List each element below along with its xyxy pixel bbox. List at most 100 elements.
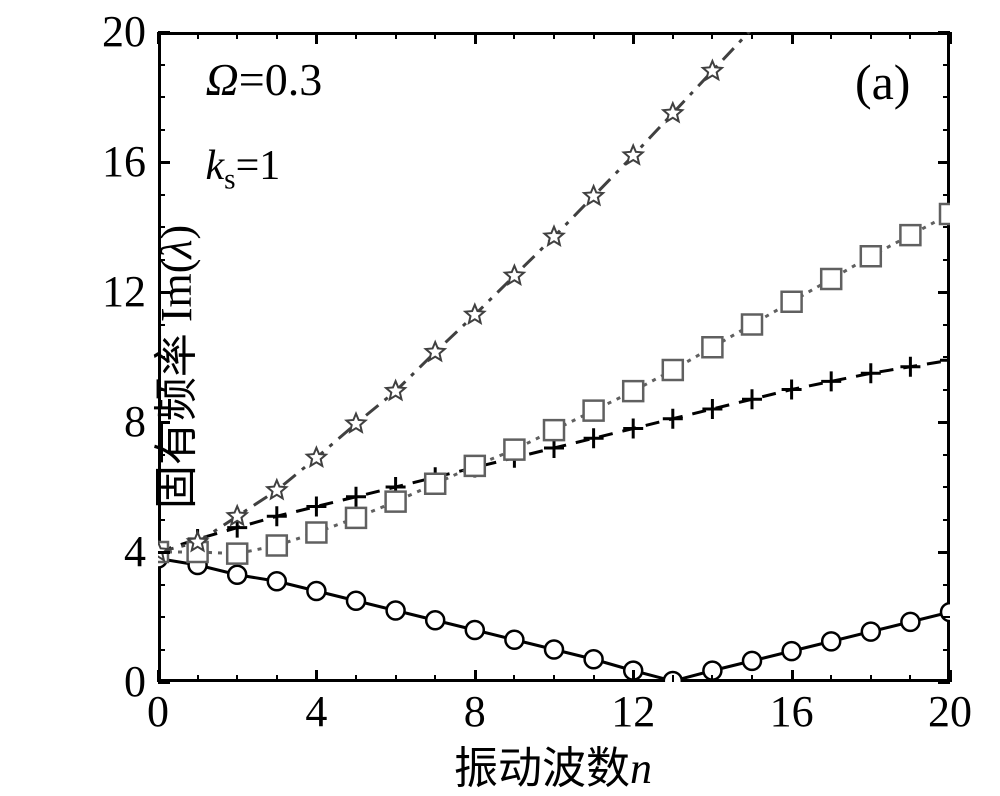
y-tick-major: [158, 31, 170, 34]
y-tick-minor: [158, 226, 165, 228]
y-tick-minor: [943, 389, 950, 391]
y-tick-minor: [943, 129, 950, 131]
y-tick-minor: [158, 584, 165, 586]
x-tick-major: [632, 32, 635, 44]
y-tick-minor: [943, 259, 950, 261]
x-tick-minor: [395, 32, 397, 39]
y-tick-major: [158, 161, 170, 164]
y-tick-minor: [158, 129, 165, 131]
series-marker-square: [465, 456, 485, 476]
series-marker-square: [227, 544, 247, 564]
y-tick-label: 16: [86, 136, 146, 187]
series-marker-square: [900, 225, 920, 245]
series-marker-square: [940, 204, 960, 224]
y-tick-minor: [158, 259, 165, 261]
series-marker-circle: [822, 632, 840, 650]
series-marker-circle: [545, 641, 563, 659]
y-tick-label: 4: [86, 526, 146, 577]
x-tick-major: [791, 670, 794, 682]
y-tick-minor: [158, 616, 165, 618]
series-marker-star: [544, 227, 563, 245]
y-tick-minor: [943, 584, 950, 586]
y-tick-minor: [943, 356, 950, 358]
x-tick-minor: [751, 32, 753, 39]
x-tick-minor: [553, 32, 555, 39]
y-tick-minor: [943, 194, 950, 196]
series-marker-circle: [426, 611, 444, 629]
y-tick-minor: [943, 324, 950, 326]
y-tick-minor: [943, 519, 950, 521]
y-tick-minor: [158, 519, 165, 521]
series-marker-square: [623, 381, 643, 401]
chart-svg: [0, 0, 1000, 792]
x-tick-label: 16: [762, 686, 822, 737]
y-tick-minor: [158, 649, 165, 651]
x-tick-minor: [236, 675, 238, 682]
series-marker-square: [584, 401, 604, 421]
series-marker-circle: [783, 642, 801, 660]
series-marker-square: [306, 523, 326, 543]
series-marker-square: [821, 269, 841, 289]
y-tick-minor: [158, 64, 165, 66]
series-marker-circle: [466, 621, 484, 639]
x-tick-minor: [672, 32, 674, 39]
x-tick-label: 8: [445, 686, 505, 737]
x-tick-label: 4: [286, 686, 346, 737]
series-marker-square: [267, 536, 287, 556]
series-marker-square: [782, 292, 802, 312]
series-marker-plus: [267, 506, 287, 526]
series-marker-plus: [346, 487, 366, 507]
y-tick-minor: [158, 454, 165, 456]
y-tick-minor: [158, 324, 165, 326]
y-tick-major: [938, 421, 950, 424]
series-marker-circle: [268, 572, 286, 590]
x-tick-minor: [395, 675, 397, 682]
series-marker-plus: [861, 363, 881, 383]
series-marker-plus: [940, 350, 960, 370]
x-tick-minor: [553, 675, 555, 682]
x-tick-minor: [672, 675, 674, 682]
x-tick-minor: [276, 32, 278, 39]
x-tick-major: [791, 32, 794, 44]
x-tick-major: [315, 670, 318, 682]
x-tick-label: 20: [920, 686, 980, 737]
x-tick-minor: [870, 675, 872, 682]
y-tick-minor: [943, 226, 950, 228]
series-marker-square: [504, 440, 524, 460]
y-tick-label: 8: [86, 396, 146, 447]
y-tick-label: 0: [86, 656, 146, 707]
x-tick-minor: [197, 675, 199, 682]
series-marker-circle: [387, 602, 405, 620]
series-marker-plus: [900, 357, 920, 377]
y-tick-minor: [158, 486, 165, 488]
y-tick-minor: [158, 389, 165, 391]
x-tick-minor: [870, 32, 872, 39]
series-marker-square: [663, 360, 683, 380]
x-tick-minor: [909, 675, 911, 682]
y-tick-minor: [943, 649, 950, 651]
x-tick-minor: [513, 675, 515, 682]
series-marker-plus: [821, 371, 841, 391]
series-marker-circle: [505, 631, 523, 649]
series-marker-circle: [347, 592, 365, 610]
y-tick-major: [938, 161, 950, 164]
y-tick-minor: [158, 96, 165, 98]
x-tick-minor: [830, 32, 832, 39]
x-tick-major: [474, 670, 477, 682]
y-tick-minor: [158, 356, 165, 358]
y-tick-label: 20: [86, 6, 146, 57]
series-marker-plus: [584, 428, 604, 448]
series-marker-circle: [585, 650, 603, 668]
series-marker-square: [861, 246, 881, 266]
series-marker-circle: [941, 603, 959, 621]
series-marker-plus: [702, 399, 722, 419]
y-tick-minor: [943, 96, 950, 98]
y-tick-major: [938, 291, 950, 294]
x-tick-minor: [513, 32, 515, 39]
series-marker-square: [702, 337, 722, 357]
chart-container: 固有频率 Im(λ) 振动波数n Ω=0.3 ks=1 (a) 04812162…: [0, 0, 1000, 792]
x-tick-minor: [593, 675, 595, 682]
series-marker-circle: [862, 623, 880, 641]
series-marker-square: [742, 315, 762, 335]
x-tick-major: [632, 670, 635, 682]
